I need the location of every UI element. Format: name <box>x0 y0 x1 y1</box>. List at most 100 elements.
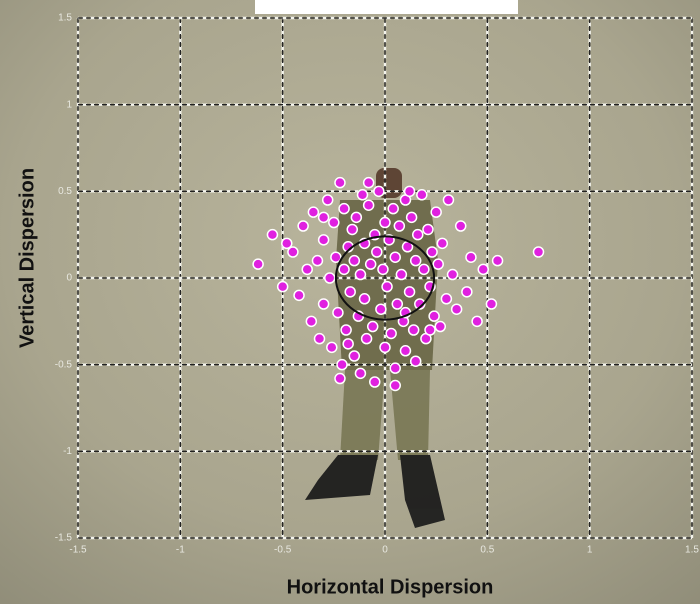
point <box>335 178 345 188</box>
x-axis-label: Horizontal Dispersion <box>287 576 494 598</box>
point <box>302 264 312 274</box>
point <box>462 287 472 297</box>
y-tick-label: 0.5 <box>58 186 72 197</box>
x-tick-label: -1 <box>176 545 185 556</box>
point <box>427 247 437 257</box>
point <box>534 247 544 257</box>
point <box>351 212 361 222</box>
point <box>282 238 292 248</box>
point <box>360 294 370 304</box>
point <box>339 264 349 274</box>
point <box>288 247 298 257</box>
point <box>337 360 347 370</box>
point <box>325 273 335 283</box>
point <box>413 230 423 240</box>
y-tick-label: 1.5 <box>58 13 72 24</box>
point <box>456 221 466 231</box>
point <box>343 339 353 349</box>
point <box>452 304 462 314</box>
x-tick-label: 0 <box>382 545 388 556</box>
point <box>355 270 365 280</box>
point <box>362 334 372 344</box>
x-tick-label: 1 <box>587 545 593 556</box>
point <box>376 304 386 314</box>
point <box>319 235 329 245</box>
x-tick-label: -1.5 <box>69 545 87 556</box>
point <box>405 186 415 196</box>
point <box>298 221 308 231</box>
point <box>370 377 380 387</box>
point <box>341 325 351 335</box>
point <box>392 299 402 309</box>
y-tick-label: -1 <box>63 446 72 457</box>
point <box>437 238 447 248</box>
point <box>278 282 288 292</box>
point <box>308 207 318 217</box>
point <box>429 311 439 321</box>
point <box>425 325 435 335</box>
point <box>394 221 404 231</box>
x-tick-label: -0.5 <box>274 545 292 556</box>
point <box>319 212 329 222</box>
point <box>478 264 488 274</box>
x-tick-label: 0.5 <box>480 545 494 556</box>
point <box>380 342 390 352</box>
point <box>312 256 322 266</box>
point <box>327 342 337 352</box>
point <box>306 316 316 326</box>
point <box>319 299 329 309</box>
point <box>368 322 378 332</box>
y-tick-label: -1.5 <box>55 533 73 544</box>
point <box>493 256 503 266</box>
point <box>372 247 382 257</box>
point <box>323 195 333 205</box>
y-tick-label: -0.5 <box>55 359 73 370</box>
point <box>390 380 400 390</box>
y-axis-label: Vertical Dispersion <box>16 168 38 348</box>
point <box>409 325 419 335</box>
point <box>339 204 349 214</box>
point <box>345 287 355 297</box>
point <box>466 252 476 262</box>
chart: Horizontal Dispersion Vertical Dispersio… <box>0 0 700 604</box>
point <box>417 190 427 200</box>
point <box>435 322 445 332</box>
point <box>388 204 398 214</box>
y-tick-label: 0 <box>66 273 72 284</box>
point <box>335 374 345 384</box>
point <box>364 178 374 188</box>
point <box>405 287 415 297</box>
point <box>390 363 400 373</box>
x-tick-label: 1.5 <box>685 545 699 556</box>
point <box>407 212 417 222</box>
y-tick-label: 1 <box>66 99 72 110</box>
point <box>386 328 396 338</box>
point <box>267 230 277 240</box>
point <box>486 299 496 309</box>
point <box>294 290 304 300</box>
point <box>315 334 325 344</box>
point <box>374 186 384 196</box>
point <box>357 190 367 200</box>
point <box>333 308 343 318</box>
point <box>433 259 443 269</box>
point <box>448 270 458 280</box>
point <box>396 270 406 280</box>
point <box>419 264 429 274</box>
point <box>366 259 376 269</box>
point <box>364 200 374 210</box>
point <box>411 256 421 266</box>
point <box>472 316 482 326</box>
point <box>441 294 451 304</box>
point <box>380 218 390 228</box>
point <box>355 368 365 378</box>
point <box>400 346 410 356</box>
point <box>382 282 392 292</box>
point <box>253 259 263 269</box>
point <box>411 356 421 366</box>
point <box>349 256 359 266</box>
point <box>431 207 441 217</box>
top-banner <box>255 0 518 14</box>
point <box>390 252 400 262</box>
point <box>443 195 453 205</box>
